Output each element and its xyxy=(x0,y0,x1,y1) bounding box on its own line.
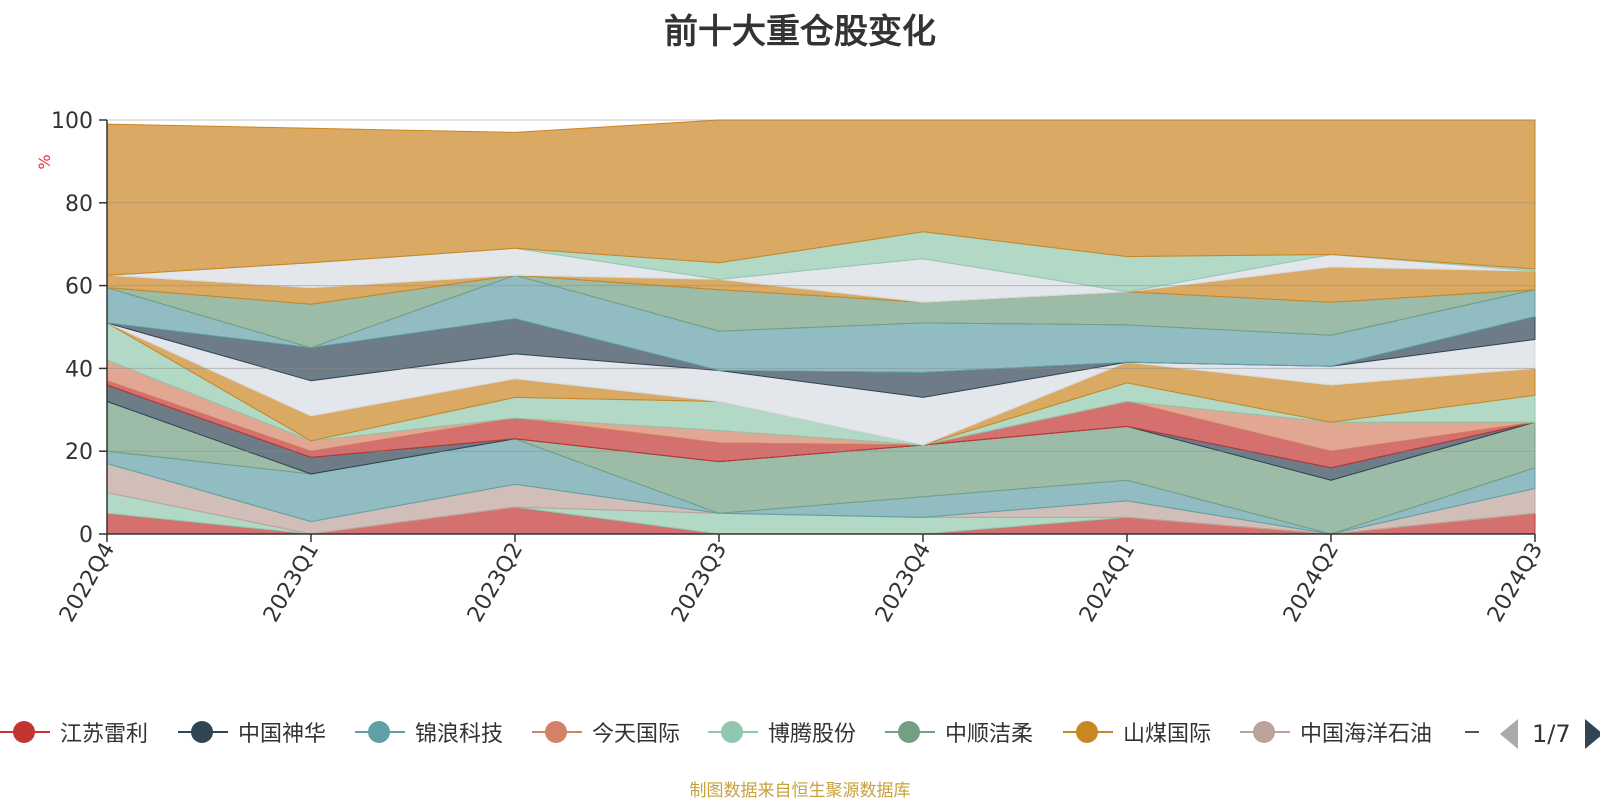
x-tick-label: 2024Q3 xyxy=(1483,539,1548,627)
area-bands xyxy=(106,119,1536,535)
legend-page-indicator: 1/7 xyxy=(1532,720,1571,748)
x-tick-label: 2023Q2 xyxy=(463,539,528,627)
legend-marker-icon xyxy=(0,720,50,744)
y-tick-label: 100 xyxy=(51,109,93,134)
legend-label: 山煤国际 xyxy=(1123,722,1212,747)
legend-label: 博腾股份 xyxy=(768,722,857,747)
y-tick-label: 0 xyxy=(79,523,93,548)
legend-item[interactable]: 锦浪科技 xyxy=(355,712,503,752)
source-note: 制图数据来自恒生聚源数据库 xyxy=(689,781,911,801)
prev-page-icon[interactable] xyxy=(1500,719,1518,749)
legend-item[interactable]: 今天国际 xyxy=(532,712,680,752)
y-tick-label: 80 xyxy=(65,192,93,217)
legend-label: 江苏雷利 xyxy=(60,722,149,747)
legend-marker-icon xyxy=(1063,720,1113,744)
y-axis-label: % xyxy=(35,154,54,169)
next-page-icon[interactable] xyxy=(1584,719,1600,749)
legend-marker-icon xyxy=(178,720,228,744)
stacked-area-chart: 0 20 40 60 80 100 2022Q4 2023Q1 2023Q2 2023Q3 2023… xyxy=(35,109,1548,627)
legend-item[interactable]: 山煤国际 xyxy=(1063,712,1211,752)
legend-label: 今天国际 xyxy=(592,722,681,747)
legend-label: 中顺洁柔 xyxy=(945,722,1034,747)
legend-item[interactable]: 中顺洁柔 xyxy=(885,712,1033,752)
chart-title: 前十大重仓股变化 xyxy=(664,12,936,52)
x-tick-label: 2024Q1 xyxy=(1075,539,1140,627)
legend-marker-icon xyxy=(532,720,582,744)
x-tick-label: 2024Q2 xyxy=(1279,539,1344,627)
x-tick-label: 2023Q4 xyxy=(871,539,936,627)
legend-item[interactable]: 中国海洋石油 xyxy=(1240,712,1432,752)
legend-label: 中国海洋石油 xyxy=(1300,722,1433,747)
legend-marker-icon xyxy=(355,720,405,744)
legend-label: 中国神华 xyxy=(238,722,327,747)
y-tick-label: 20 xyxy=(65,440,93,465)
legend-marker-icon xyxy=(1240,720,1290,744)
legend-pager: 1/7 xyxy=(1500,716,1600,752)
x-tick-label: 2023Q3 xyxy=(667,539,732,627)
legend-marker-icon xyxy=(708,720,758,744)
y-tick-label: 40 xyxy=(65,357,93,382)
legend-label: 锦浪科技 xyxy=(415,722,504,747)
legend-marker-icon xyxy=(885,720,935,744)
x-tick-label: 2023Q1 xyxy=(259,539,324,627)
legend-item[interactable]: 博腾股份 xyxy=(708,712,856,752)
legend-overflow-marker xyxy=(1465,731,1479,733)
y-tick-label: 60 xyxy=(65,275,93,300)
legend-item[interactable]: 江苏雷利 xyxy=(0,712,148,752)
area-band xyxy=(106,119,1536,276)
legend-item[interactable]: 中国神华 xyxy=(178,712,326,752)
x-tick-label: 2022Q4 xyxy=(55,539,120,627)
legend: 江苏雷利 中国神华 锦浪科技 今天国际 博腾股份 中顺洁柔 山煤国际 中国海洋石油 xyxy=(0,712,1600,756)
